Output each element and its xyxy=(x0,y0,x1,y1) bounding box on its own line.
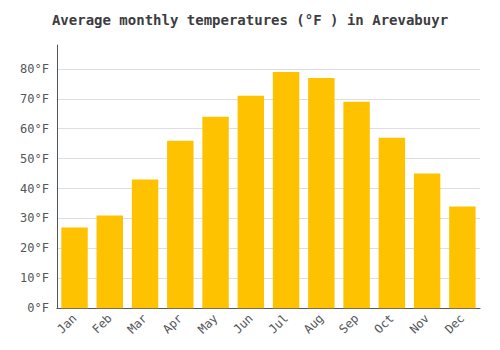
svg-text:Feb: Feb xyxy=(90,311,115,336)
svg-text:Sep: Sep xyxy=(336,311,361,336)
svg-text:50°F: 50°F xyxy=(20,152,49,166)
svg-text:0°F: 0°F xyxy=(27,301,49,315)
svg-text:60°F: 60°F xyxy=(20,122,49,136)
svg-text:Jun: Jun xyxy=(231,311,256,336)
svg-text:Dec: Dec xyxy=(442,311,467,336)
svg-text:Aug: Aug xyxy=(301,311,326,336)
svg-text:Apr: Apr xyxy=(160,311,185,336)
svg-text:May: May xyxy=(195,311,220,336)
svg-text:30°F: 30°F xyxy=(20,211,49,225)
svg-text:Oct: Oct xyxy=(372,311,397,336)
svg-text:20°F: 20°F xyxy=(20,241,49,255)
svg-text:Average monthly temperatures (: Average monthly temperatures (°F ) in Ar… xyxy=(52,12,448,28)
svg-text:70°F: 70°F xyxy=(20,92,49,106)
svg-text:Jan: Jan xyxy=(54,311,79,336)
svg-text:80°F: 80°F xyxy=(20,62,49,76)
svg-text:10°F: 10°F xyxy=(20,271,49,285)
svg-text:Mar: Mar xyxy=(125,311,150,336)
svg-text:40°F: 40°F xyxy=(20,182,49,196)
svg-text:Jul: Jul xyxy=(266,311,291,336)
svg-text:Nov: Nov xyxy=(407,311,432,336)
